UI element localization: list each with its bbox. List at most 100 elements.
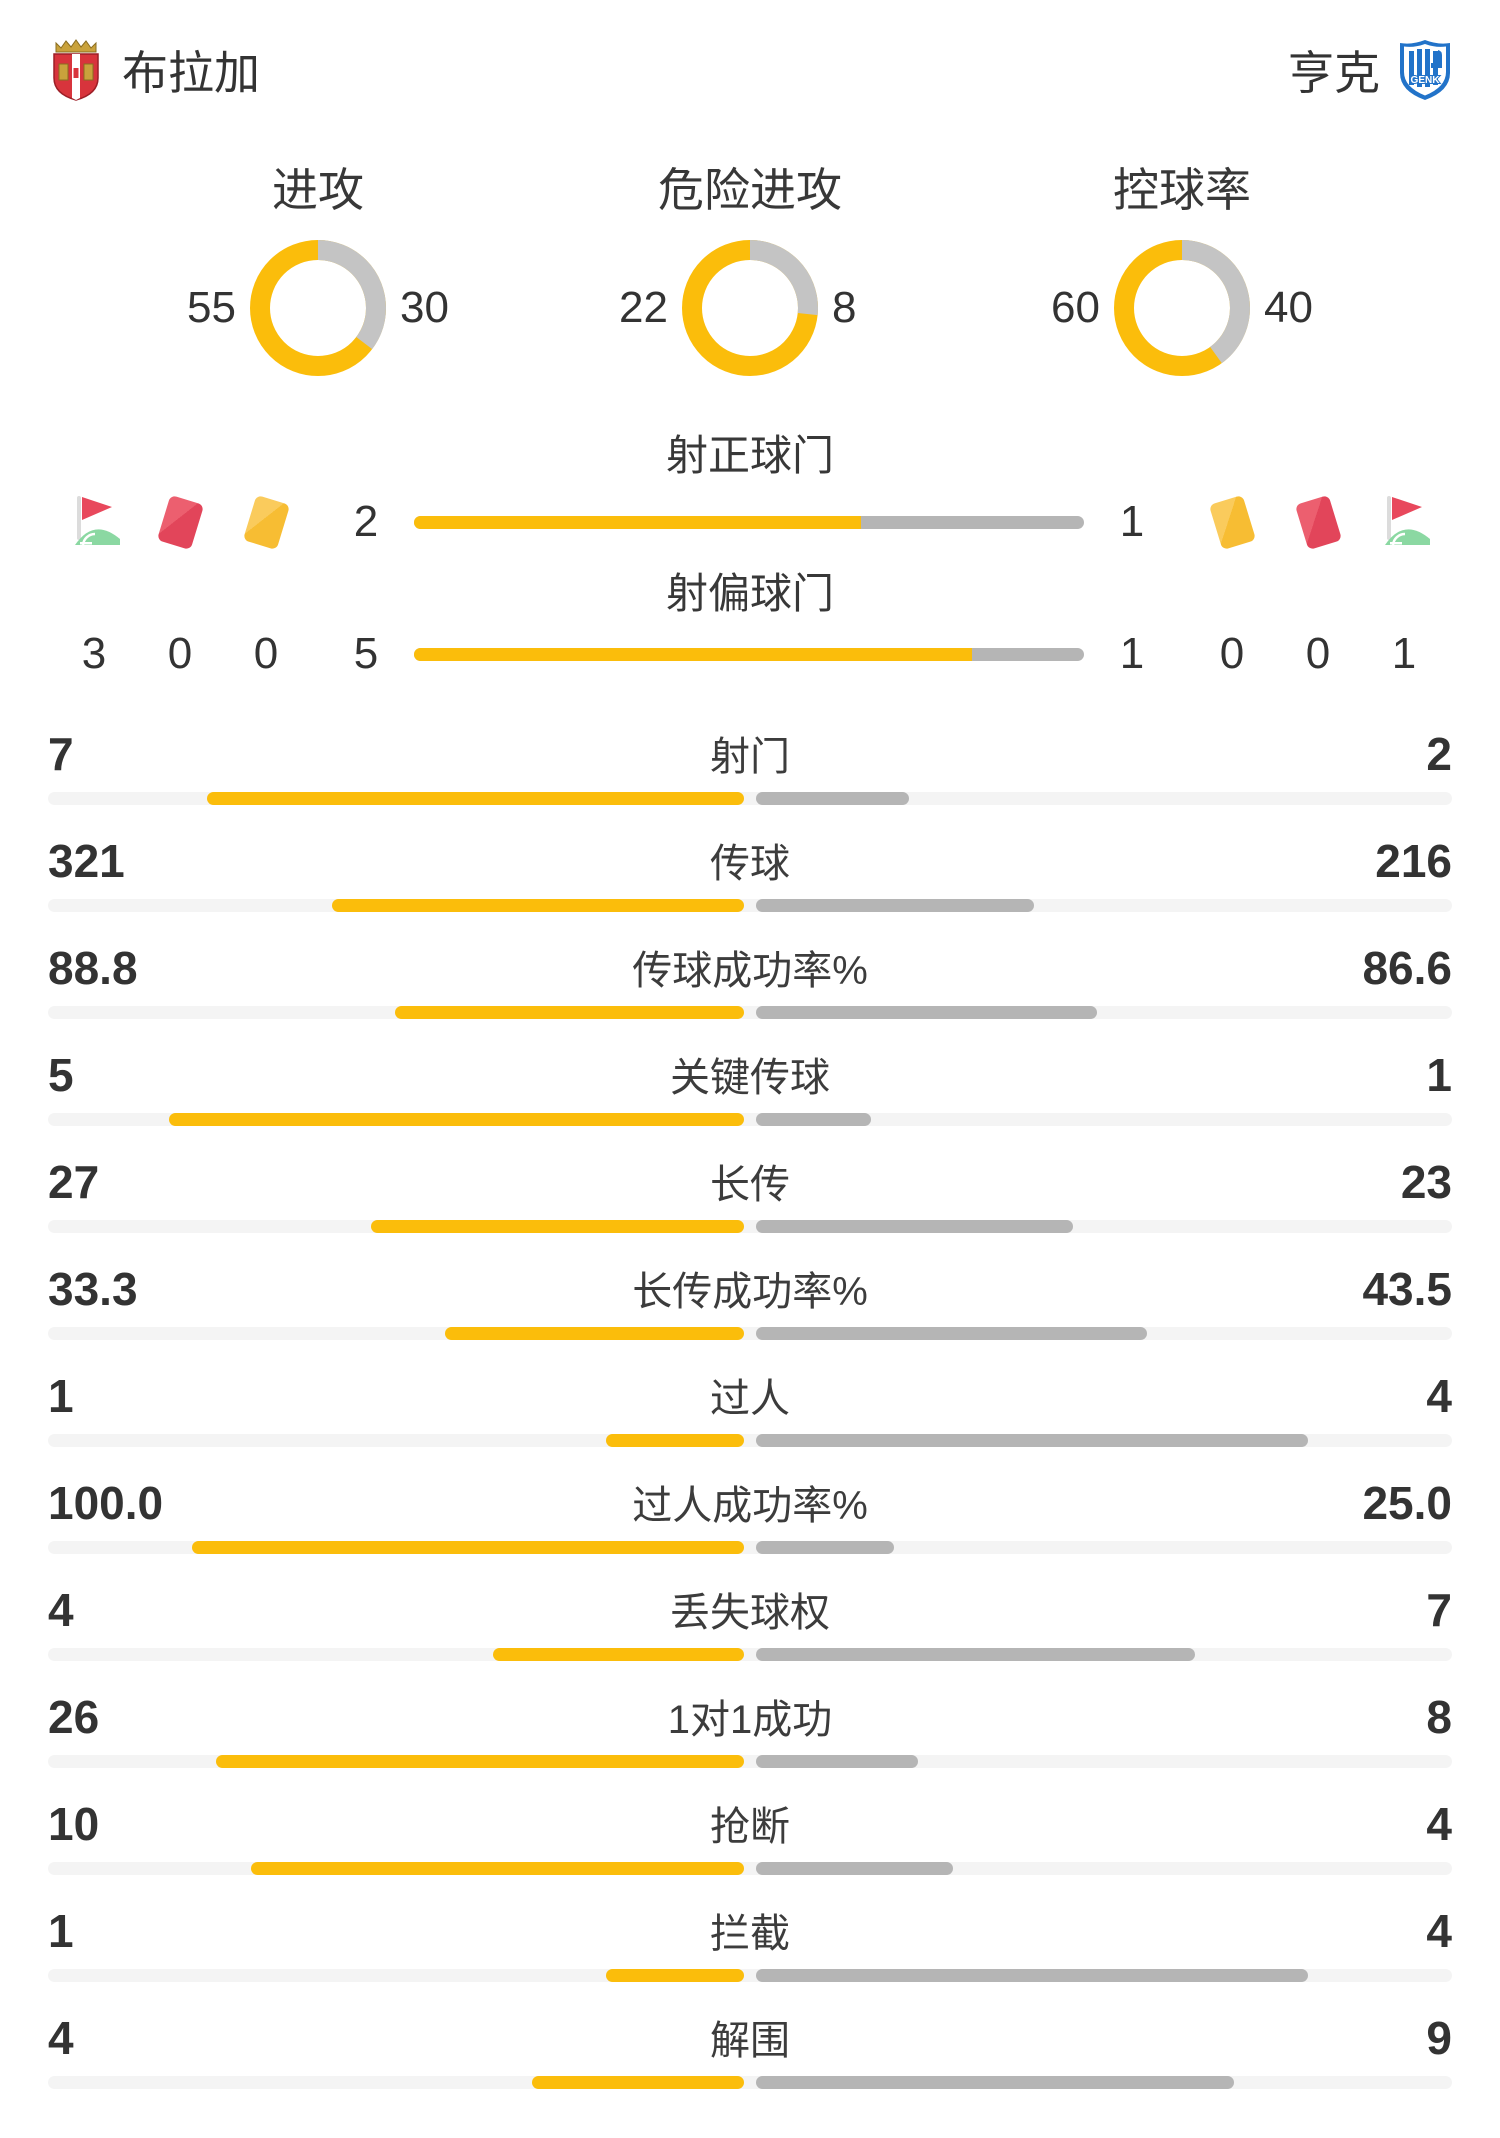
donut-stat: 控球率 60 40 — [966, 164, 1398, 378]
stat-home-value: 1 — [48, 1370, 74, 1422]
stat-bar-track — [48, 1862, 1452, 1875]
stat-home-bar — [169, 1113, 744, 1126]
away-red-cards-value: 0 — [1305, 629, 1331, 678]
stat-row: 4 解围 9 — [48, 2008, 1452, 2089]
stat-away-bar — [756, 1862, 954, 1875]
away-yellow-cards-value: 0 — [1219, 629, 1245, 678]
stat-head: 4 解围 9 — [48, 2008, 1452, 2064]
stat-away-bar — [756, 899, 1034, 912]
donut-away-value: 8 — [832, 283, 857, 332]
stat-label: 过人 — [710, 1377, 790, 1421]
stat-label: 长传成功率% — [632, 1270, 868, 1314]
genk-crest-icon: GENK — [1400, 40, 1450, 100]
discipline-numbers-row: 3 0 0 5 1 0 0 1 — [48, 624, 1452, 684]
home-corners-value: 3 — [81, 629, 107, 678]
away-team[interactable]: 亨克 GENK — [1288, 37, 1452, 103]
stat-head: 4 丢失球权 7 — [48, 1580, 1452, 1636]
stat-home-value: 100.0 — [48, 1477, 164, 1529]
stat-head: 33.3 长传成功率% 43.5 — [48, 1259, 1452, 1315]
donut-title: 进攻 — [272, 164, 364, 216]
away-team-name: 亨克 — [1288, 47, 1380, 99]
stat-label: 拦截 — [710, 1912, 790, 1956]
home-discipline-icons — [48, 492, 318, 552]
stat-row: 33.3 长传成功率% 43.5 — [48, 1259, 1452, 1340]
home-corner-flag-icon — [66, 492, 122, 552]
shots-off-target-bar — [414, 647, 1084, 661]
home-discipline-values: 3 0 0 — [48, 629, 318, 679]
stat-home-value: 10 — [48, 1798, 100, 1850]
stat-bar-track — [48, 1969, 1452, 1982]
home-team[interactable]: 布拉加 — [48, 37, 260, 103]
braga-crest-icon — [53, 39, 99, 101]
stat-label: 丢失球权 — [670, 1591, 830, 1635]
stat-label: 关键传球 — [670, 1056, 830, 1100]
stat-home-value: 27 — [48, 1156, 100, 1208]
discipline-icons-row: 2 1 — [48, 488, 1452, 556]
stat-away-bar — [756, 2076, 1234, 2089]
donut-home-value: 55 — [187, 283, 236, 332]
home-red-card-icon — [152, 492, 208, 552]
svg-text:GENK: GENK — [1411, 75, 1441, 86]
stat-away-bar — [756, 1006, 1097, 1019]
stat-home-bar — [394, 1006, 744, 1019]
home-yellow-cards-value: 0 — [253, 629, 279, 678]
stat-head: 7 射门 2 — [48, 724, 1452, 780]
stat-away-value: 4 — [1426, 1370, 1452, 1422]
shots-off-target-home-value: 5 — [353, 629, 379, 678]
stat-away-value: 1 — [1426, 1049, 1452, 1101]
home-team-name: 布拉加 — [122, 47, 260, 99]
stat-away-value: 2 — [1426, 728, 1452, 780]
stat-row: 27 长传 23 — [48, 1152, 1452, 1233]
stat-home-value: 5 — [48, 1049, 74, 1101]
stat-bar-track — [48, 1541, 1452, 1554]
stat-row: 321 传球 216 — [48, 831, 1452, 912]
stat-label: 解围 — [710, 2019, 790, 2063]
stat-bar-track — [48, 2076, 1452, 2089]
home-yellow-card-icon — [238, 492, 294, 552]
shots-on-target-home-value: 2 — [353, 497, 379, 546]
stat-home-bar — [331, 899, 744, 912]
shots-off-target-home-bar — [414, 647, 973, 661]
stat-head: 26 1对1成功 8 — [48, 1687, 1452, 1743]
donut-row: 55 30 — [162, 238, 474, 378]
away-red-card-icon — [1290, 492, 1346, 552]
stat-row: 10 抢断 4 — [48, 1794, 1452, 1875]
stat-head: 5 关键传球 1 — [48, 1045, 1452, 1101]
stat-home-bar — [371, 1220, 744, 1233]
stat-row: 26 1对1成功 8 — [48, 1687, 1452, 1768]
stat-row: 1 过人 4 — [48, 1366, 1452, 1447]
stat-bar-track — [48, 1434, 1452, 1447]
stat-away-value: 9 — [1426, 2012, 1452, 2064]
shots-on-target-bar — [414, 515, 1084, 529]
stat-home-bar — [192, 1541, 744, 1554]
stat-home-bar — [444, 1327, 744, 1340]
stat-head: 27 长传 23 — [48, 1152, 1452, 1208]
stat-home-bar — [606, 1434, 744, 1447]
stat-bar-track — [48, 899, 1452, 912]
stat-bar-track — [48, 792, 1452, 805]
stat-bar-track — [48, 1327, 1452, 1340]
stat-label: 射门 — [710, 735, 790, 779]
donut-title: 控球率 — [1113, 164, 1251, 216]
stat-home-bar — [531, 2076, 744, 2089]
shots-on-target-away-value: 1 — [1119, 497, 1145, 546]
team-header: 布拉加 亨克 GENK — [48, 36, 1452, 104]
stat-away-bar — [756, 1113, 871, 1126]
donut-away-value: 40 — [1264, 283, 1313, 332]
shots-off-target-title: 射偏球门 — [665, 570, 834, 617]
stat-away-bar — [756, 1969, 1308, 1982]
stats-list: 7 射门 2 321 传球 216 88.8 传球成功率% 86.6 — [48, 724, 1452, 2089]
stat-home-value: 1 — [48, 1905, 74, 1957]
donut-stat: 危险进攻 22 8 — [534, 164, 966, 378]
stat-row: 7 射门 2 — [48, 724, 1452, 805]
stat-away-value: 43.5 — [1362, 1263, 1452, 1315]
stat-away-bar — [756, 1220, 1074, 1233]
stat-away-bar — [756, 1648, 1196, 1661]
donut-row: 22 8 — [594, 238, 906, 378]
stat-head: 1 过人 4 — [48, 1366, 1452, 1422]
stat-bar-track — [48, 1220, 1452, 1233]
away-yellow-card-icon — [1204, 492, 1260, 552]
stat-bar-track — [48, 1755, 1452, 1768]
stat-home-value: 26 — [48, 1691, 100, 1743]
stat-home-bar — [216, 1755, 744, 1768]
